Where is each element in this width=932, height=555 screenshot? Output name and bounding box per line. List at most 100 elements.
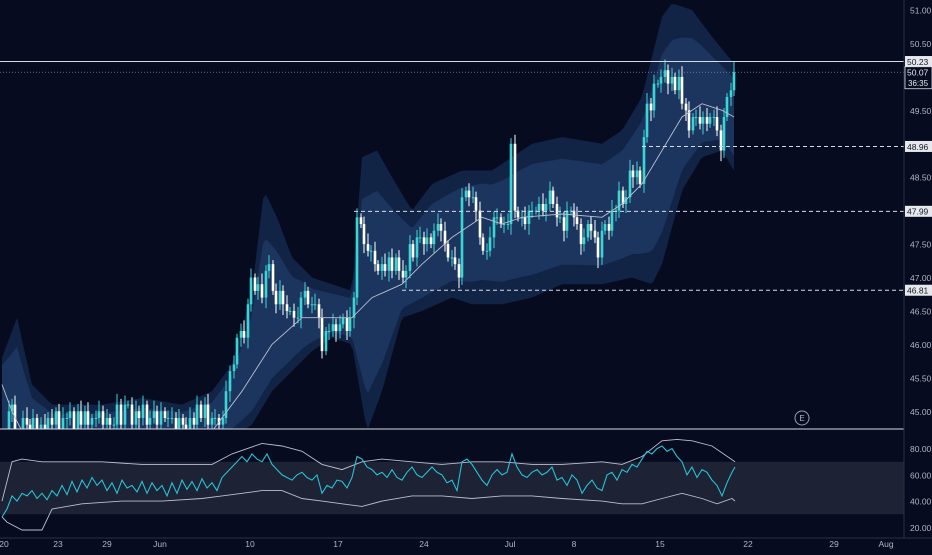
candle-body bbox=[443, 230, 447, 245]
oscillator-upper-band bbox=[1, 438, 736, 502]
candle-body bbox=[548, 190, 552, 204]
candle-body bbox=[112, 424, 116, 426]
candle-body bbox=[453, 257, 457, 265]
candle-body bbox=[21, 417, 25, 429]
candle-body bbox=[239, 331, 243, 338]
level-label: 48.96 bbox=[907, 142, 929, 152]
candle-body bbox=[677, 76, 681, 91]
candle-body bbox=[7, 411, 11, 429]
candle-body bbox=[148, 417, 152, 425]
candle-body bbox=[206, 404, 210, 425]
candle-body bbox=[130, 404, 134, 425]
candle-body bbox=[232, 364, 236, 372]
candle-body bbox=[25, 417, 29, 425]
candle-body bbox=[474, 197, 478, 211]
candle-body bbox=[352, 297, 356, 318]
candle-body bbox=[624, 197, 628, 204]
candle-body bbox=[331, 324, 335, 332]
time-tick-label: 20 bbox=[0, 539, 9, 549]
candle-body bbox=[673, 76, 677, 91]
candle-body bbox=[338, 324, 342, 332]
price-tick-label: 51.00 bbox=[910, 6, 932, 16]
candle-body bbox=[537, 203, 541, 211]
candle-body bbox=[123, 404, 127, 425]
candle-body bbox=[439, 224, 443, 231]
price-tick-label: 49.50 bbox=[910, 106, 932, 116]
candle-body bbox=[271, 264, 275, 291]
candle-body bbox=[108, 417, 112, 425]
candle-body bbox=[593, 230, 597, 238]
candle-body bbox=[264, 270, 268, 298]
candle-body bbox=[603, 224, 607, 231]
candle-body bbox=[242, 331, 246, 338]
oscillator-lower-band bbox=[1, 490, 736, 531]
oscillator-zone bbox=[0, 461, 904, 515]
candle-body bbox=[436, 224, 440, 231]
candle-body bbox=[649, 103, 653, 111]
candle-body bbox=[481, 237, 485, 251]
candle-body bbox=[488, 237, 492, 251]
candle-body bbox=[376, 264, 380, 271]
candle-body bbox=[698, 117, 702, 124]
candle-body bbox=[621, 190, 625, 204]
candle-body bbox=[303, 290, 307, 298]
level-label: 47.99 bbox=[907, 207, 929, 217]
time-tick-label: 17 bbox=[333, 539, 343, 549]
time-tick-label: 10 bbox=[245, 539, 255, 549]
candle-body bbox=[299, 297, 303, 318]
candle-body bbox=[141, 404, 145, 418]
candle-body bbox=[145, 404, 149, 425]
main-pane bbox=[0, 4, 904, 429]
candle-body bbox=[79, 411, 83, 425]
oscillator-tick-label: 60.00 bbox=[910, 470, 932, 480]
candle-body bbox=[152, 411, 156, 418]
volatility-band-inner bbox=[2, 37, 734, 429]
candle-body bbox=[467, 190, 471, 198]
time-tick-label: 23 bbox=[53, 539, 63, 549]
price-tick-label: 45.50 bbox=[910, 373, 932, 383]
candle-body bbox=[355, 217, 359, 298]
time-tick-label: Jul bbox=[505, 539, 516, 549]
price-tick-label: 50.50 bbox=[910, 39, 932, 49]
candle-body bbox=[541, 203, 545, 211]
time-tick-label: 15 bbox=[655, 539, 665, 549]
candle-body bbox=[523, 217, 527, 225]
candle-body bbox=[235, 337, 239, 365]
earnings-event-icon[interactable] bbox=[794, 410, 810, 426]
candle-body bbox=[181, 417, 185, 425]
candle-body bbox=[562, 217, 566, 231]
candle-body bbox=[432, 230, 436, 245]
candle-body bbox=[582, 237, 586, 245]
candle-body bbox=[492, 217, 496, 238]
candle-body bbox=[617, 190, 621, 211]
candle-body bbox=[506, 224, 510, 226]
candle-body bbox=[28, 424, 32, 429]
candle-body bbox=[177, 417, 181, 429]
candle-body bbox=[224, 391, 228, 418]
candle-body bbox=[408, 244, 412, 271]
candle-body bbox=[666, 70, 670, 84]
axis-labels: 51.0050.5049.5049.0048.5048.0047.5047.00… bbox=[0, 6, 932, 549]
candle-body bbox=[425, 237, 429, 245]
candle-body bbox=[65, 417, 69, 419]
candle-body bbox=[387, 257, 391, 271]
price-tick-label: 46.50 bbox=[910, 306, 932, 316]
candle-body bbox=[495, 217, 499, 219]
time-tick-label: Jun bbox=[153, 539, 167, 549]
candle-body bbox=[174, 417, 178, 429]
candle-body bbox=[86, 411, 90, 425]
candle-body bbox=[579, 224, 583, 245]
candle-body bbox=[628, 170, 632, 198]
candle-body bbox=[228, 371, 232, 392]
earnings-event-label: E bbox=[799, 414, 804, 423]
candle-body bbox=[253, 277, 257, 291]
candle-body bbox=[105, 417, 109, 425]
candle-body bbox=[527, 210, 531, 225]
candle-body bbox=[404, 270, 408, 278]
candle-body bbox=[166, 417, 170, 419]
candle-body bbox=[509, 143, 513, 225]
candle-body bbox=[267, 264, 271, 271]
candle-body bbox=[170, 417, 174, 419]
oscillator-pane bbox=[0, 438, 904, 531]
